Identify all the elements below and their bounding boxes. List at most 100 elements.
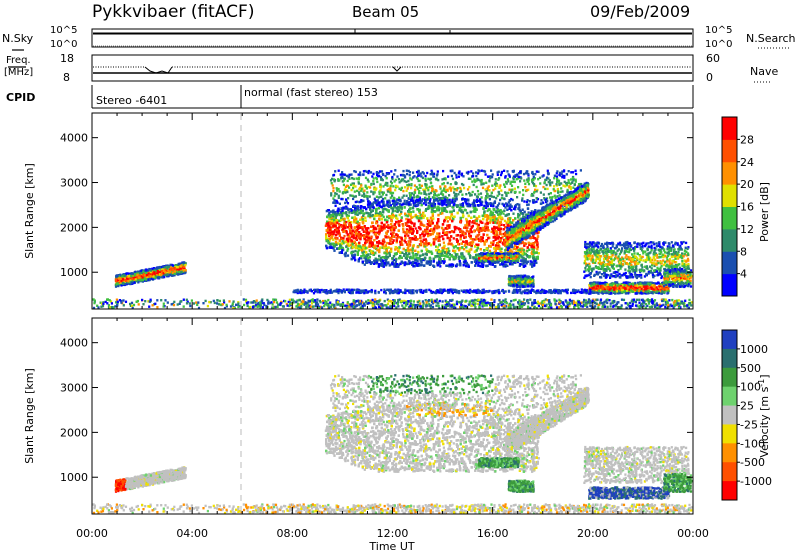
range-gate-cell [451, 244, 454, 247]
range-gate-cell [119, 277, 122, 280]
range-gate-cell [178, 270, 181, 273]
cpid-stereo-label: Stereo -6401 [96, 94, 167, 107]
range-gate-cell [166, 264, 169, 267]
range-gate-cell [342, 237, 345, 240]
range-gate-cell [419, 259, 422, 262]
range-gate-cell [178, 272, 182, 275]
range-gate-cell [381, 208, 384, 211]
range-gate-cell [172, 269, 175, 273]
range-gate-cell [378, 240, 381, 243]
range-gate-cell [120, 281, 123, 284]
range-gate-cell [396, 217, 399, 220]
range-gate-cell [131, 272, 134, 275]
range-gate-cell [386, 251, 389, 254]
range-gate-cell [325, 209, 328, 213]
range-gate-cell [127, 275, 131, 278]
range-gate-cell [145, 268, 148, 271]
range-gate-cell [151, 277, 154, 280]
freq-tick-bottom: 8 [63, 71, 70, 84]
range-gate-cell [120, 284, 123, 287]
range-gate-cell [463, 248, 466, 251]
range-gate-cell [140, 270, 143, 273]
range-gate-cell [156, 270, 159, 273]
range-gate-cell [407, 234, 410, 237]
range-gate-cell [372, 253, 375, 256]
range-gate-cell [157, 266, 160, 269]
range-gate-cell [446, 220, 449, 223]
range-gate-cell [182, 265, 186, 269]
range-gate-cell [177, 262, 180, 266]
range-gate-cell [126, 275, 129, 278]
range-gate-cell [414, 227, 417, 230]
range-gate-cell [169, 270, 172, 273]
range-gate-cell [162, 272, 165, 275]
range-gate-cell [179, 262, 182, 265]
range-gate-cell [328, 220, 331, 223]
range-gate-cell [499, 263, 502, 266]
range-gate-cell [405, 217, 408, 221]
range-gate-cell [160, 273, 163, 277]
range-gate-cell [184, 269, 187, 272]
freq-label-1: Freq. [6, 55, 31, 66]
range-gate-cell [343, 253, 346, 256]
range-gate-cell [407, 262, 410, 266]
cpid-label: CPID [6, 91, 35, 104]
range-gate-cell [130, 275, 133, 278]
range-gate-cell [127, 280, 130, 283]
range-gate-cell [423, 258, 426, 262]
range-gate-cell [155, 271, 158, 274]
range-gate-cell [502, 263, 505, 267]
range-gate-cell [163, 275, 166, 279]
nave-label: Nave [750, 65, 778, 78]
range-gate-cell [151, 270, 154, 273]
range-gate-cell [369, 216, 372, 219]
range-gate-cell [329, 210, 332, 213]
range-gate-cell [521, 263, 524, 266]
range-gate-cell [125, 282, 128, 286]
range-gate-cell [158, 277, 161, 280]
range-gate-cell [472, 240, 475, 244]
nsearch-label: N.Search [746, 32, 796, 45]
range-gate-cell [354, 249, 357, 253]
range-gate-cell [137, 281, 140, 284]
range-gate-cell [511, 251, 514, 255]
range-gate-cell [486, 209, 489, 213]
range-gate-cell [173, 272, 176, 276]
range-gate-cell [114, 278, 117, 281]
range-gate-cell [154, 269, 157, 273]
range-gate-cell [124, 282, 127, 286]
range-gate-cell [168, 274, 171, 277]
range-gate-cell [351, 229, 354, 232]
range-gate-cell [145, 273, 149, 277]
range-gate-cell [149, 275, 152, 278]
nsky-tick-top: 10^5 [50, 25, 77, 36]
range-gate-cell [478, 233, 481, 236]
range-gate-cell [156, 273, 159, 277]
range-gate-cell [129, 279, 132, 282]
range-gate-cell [179, 267, 182, 270]
range-gate-cell [452, 237, 455, 240]
range-gate-cell [473, 215, 476, 218]
range-gate-cell [169, 267, 173, 271]
range-gate-cell [183, 267, 186, 271]
range-gate-cell [180, 268, 183, 271]
range-gate-cell [149, 270, 152, 274]
range-gate-cell [363, 256, 366, 260]
range-gate-cell [367, 235, 370, 238]
range-gate-cell [120, 280, 123, 283]
range-gate-cell [114, 279, 117, 282]
range-gate-cell [379, 246, 382, 249]
range-gate-cell [407, 245, 410, 248]
range-gate-cell [130, 281, 133, 285]
range-gate-cell [500, 223, 503, 226]
freq-panel [91, 54, 694, 82]
power-heatmap-cells [92, 169, 693, 310]
range-gate-cell [474, 238, 477, 241]
range-gate-cell [144, 276, 147, 280]
range-gate-cell [502, 212, 505, 215]
range-gate-cell [402, 247, 405, 251]
range-gate-cell [178, 268, 181, 271]
range-gate-cell [405, 228, 408, 231]
range-gate-cell [182, 270, 185, 274]
range-gate-cell [408, 220, 411, 224]
